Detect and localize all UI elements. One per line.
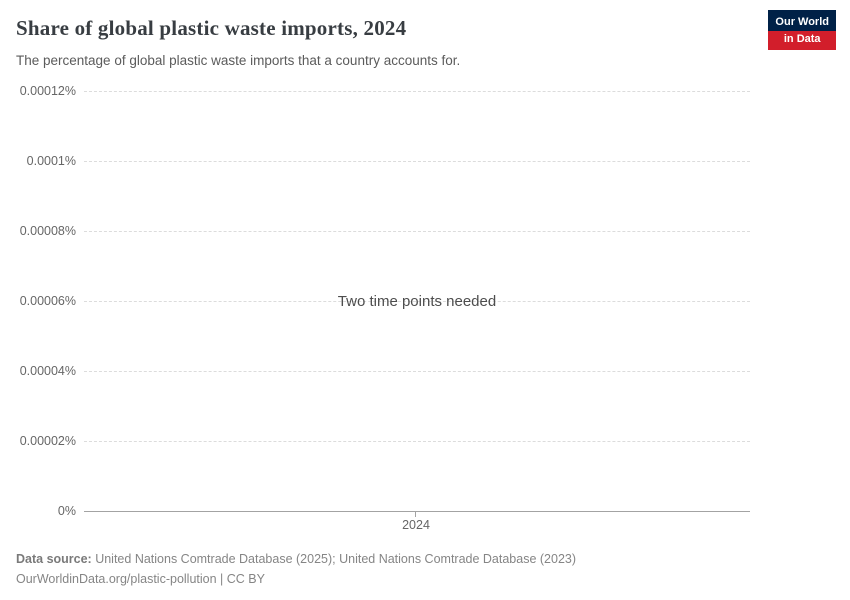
chart-area: 0.00012% 0.0001% 0.00008% 0.00006% 0.000… [19,84,750,532]
owid-logo-line1: Our World [775,16,829,28]
chart-subtitle: The percentage of global plastic waste i… [16,53,461,68]
y-axis-tick-label: 0.00012% [19,84,76,98]
owid-logo: Our World in Data [768,10,836,50]
data-source-line: Data source: United Nations Comtrade Dat… [16,549,576,569]
gridline [84,231,750,232]
y-axis-tick-label: 0% [57,504,76,518]
owid-logo-line2: in Data [768,31,836,50]
y-axis-tick-label: 0.00008% [19,224,76,238]
data-source-label: Data source: [16,552,92,566]
gridline [84,301,750,302]
gridline [84,91,750,92]
chart-footer: Data source: United Nations Comtrade Dat… [16,549,576,589]
page-title: Share of global plastic waste imports, 2… [16,16,407,40]
y-axis-tick-label: 0.0001% [26,154,76,168]
x-axis-line [84,511,750,512]
data-source-text: United Nations Comtrade Database (2025);… [91,552,577,566]
y-axis-tick-label: 0.00002% [19,434,76,448]
license-line: OurWorldinData.org/plastic-pollution | C… [16,572,265,586]
x-axis-tick-mark [415,511,416,517]
empty-chart-message: Two time points needed [337,293,497,310]
gridline [84,161,750,162]
y-axis-tick-label: 0.00006% [19,294,76,308]
gridline [84,441,750,442]
x-axis-tick-label: 2024 [402,518,430,532]
gridline [84,371,750,372]
y-axis-tick-label: 0.00004% [19,364,76,378]
